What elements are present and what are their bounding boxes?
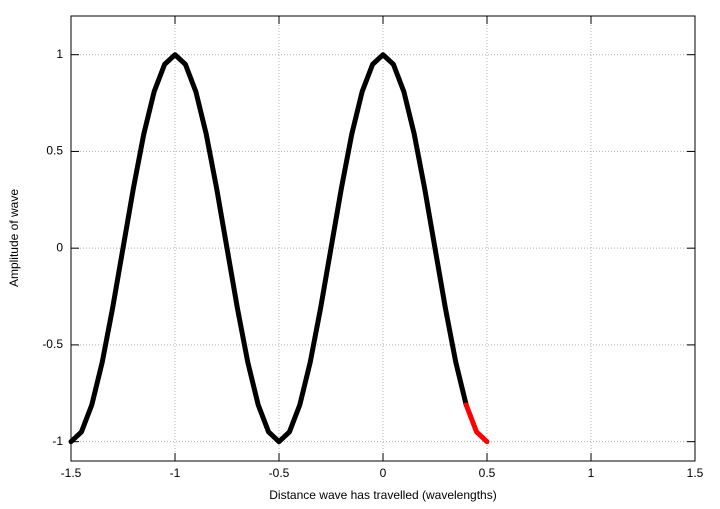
x-tick-label: 0 — [380, 466, 387, 480]
x-tick-label: 0.5 — [479, 466, 496, 480]
data-line — [463, 402, 490, 445]
x-tick-label: -1 — [170, 466, 181, 480]
x-tick-label: 1.5 — [687, 466, 704, 480]
x-tick-label: -1.5 — [61, 466, 82, 480]
y-tick-label: 1 — [56, 47, 63, 61]
y-tick-label: 0.5 — [46, 144, 63, 158]
x-tick-label: -0.5 — [269, 466, 290, 480]
y-axis-label: Amplitude of wave — [7, 189, 21, 287]
plot-frame — [70, 15, 696, 462]
y-tick-label: -1 — [52, 434, 63, 448]
x-axis-label: Distance wave has travelled (wavelengths… — [269, 488, 496, 502]
y-tick-label: -0.5 — [42, 337, 63, 351]
data-line — [68, 52, 469, 445]
x-tick-label: 1 — [588, 466, 595, 480]
y-tick-label: 0 — [56, 240, 63, 254]
